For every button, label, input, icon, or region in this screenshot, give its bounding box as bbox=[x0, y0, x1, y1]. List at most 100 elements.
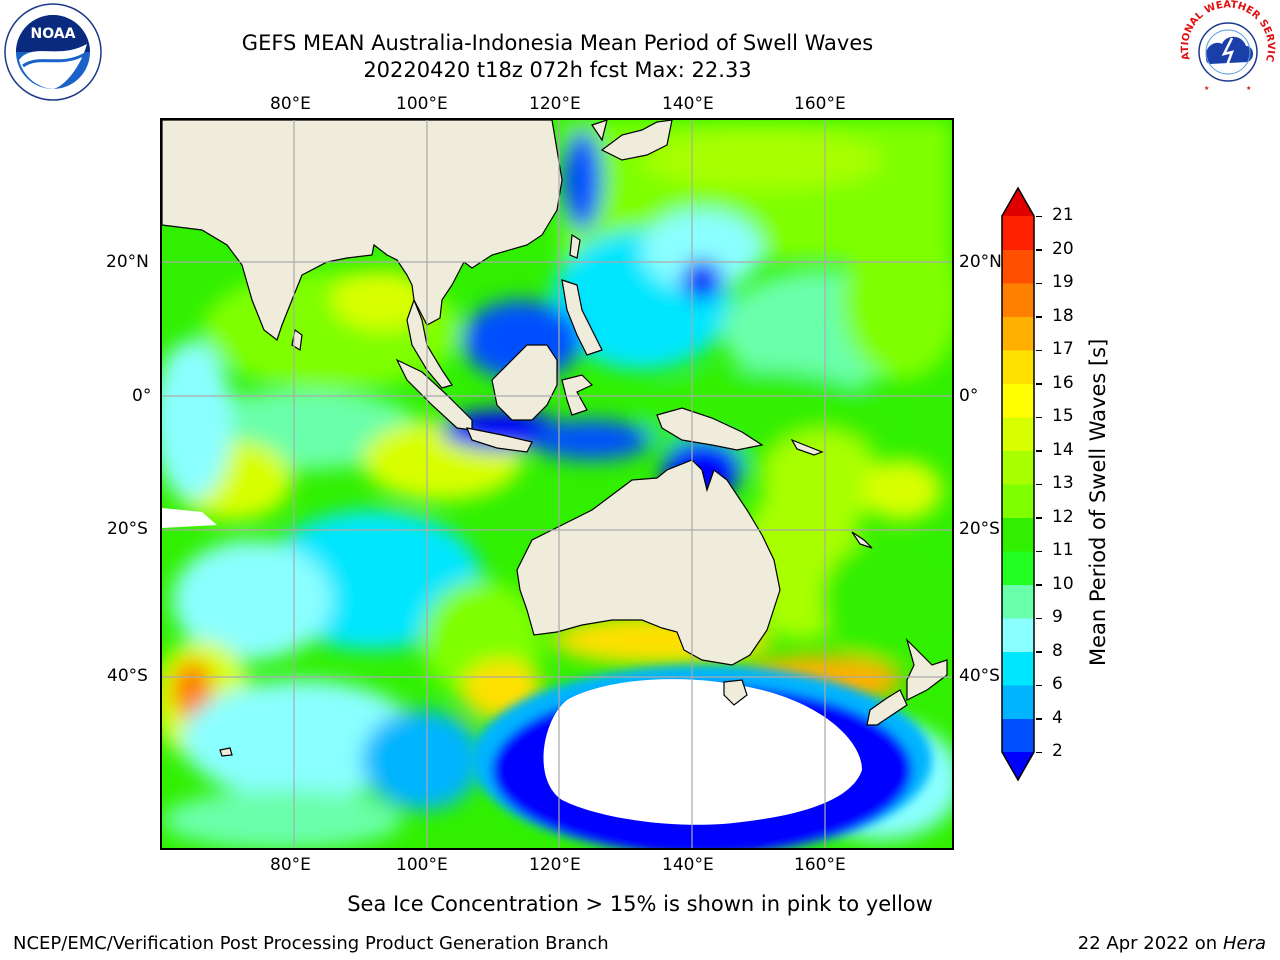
colorbar-band bbox=[1002, 651, 1034, 686]
malay-peninsula bbox=[406, 298, 453, 389]
nws-logo: NATIONAL WEATHER SERVICE ★ ★ bbox=[1172, 0, 1280, 100]
colorbar-tick-mark bbox=[1036, 651, 1042, 653]
new-caledonia-island bbox=[851, 531, 873, 549]
lat-tick-right-20s: 20°S bbox=[959, 519, 1000, 539]
lat-tick-right-0: 0° bbox=[959, 386, 979, 406]
colorbar-tick-label: 8 bbox=[1052, 640, 1063, 661]
colorbar-band bbox=[1002, 484, 1034, 518]
colorbar-tick-mark bbox=[1036, 751, 1042, 753]
colorbar-band bbox=[1002, 517, 1034, 552]
lat-tick-right-20n: 20°N bbox=[959, 252, 1002, 272]
sea-ice-patch-west bbox=[162, 508, 217, 528]
colorbar-band bbox=[1002, 350, 1034, 384]
map-canvas bbox=[162, 120, 952, 848]
colorbar-band bbox=[1002, 249, 1034, 284]
colorbar-tick-label: 4 bbox=[1052, 707, 1063, 728]
lon-tick-bottom-80e: 80°E bbox=[270, 855, 311, 875]
colorbar-tick-mark bbox=[1036, 483, 1042, 485]
lon-tick-top-160e: 160°E bbox=[794, 94, 846, 114]
chart-title-line2: 20220420 t18z 072h fcst Max: 22.33 bbox=[363, 58, 752, 82]
colorbar-band bbox=[1002, 718, 1034, 753]
colorbar-tick-mark bbox=[1036, 617, 1042, 619]
colorbar-tick-mark bbox=[1036, 282, 1042, 284]
new-zealand-north-island bbox=[905, 637, 948, 701]
colorbar-tick-mark bbox=[1036, 718, 1042, 720]
sea-ice-area bbox=[543, 679, 862, 825]
lon-tick-bottom-140e: 140°E bbox=[662, 855, 714, 875]
lat-tick-left-0: 0° bbox=[132, 386, 152, 406]
colorbar-band bbox=[1002, 618, 1034, 652]
svg-text:★: ★ bbox=[1246, 85, 1251, 92]
colorbar-band bbox=[1002, 450, 1034, 485]
lon-tick-top-120e: 120°E bbox=[529, 94, 581, 114]
colorbar-tick-label: 11 bbox=[1052, 540, 1074, 560]
colorbar-tick-mark bbox=[1036, 249, 1042, 251]
colorbar-band bbox=[1002, 383, 1034, 418]
noaa-logo: NOAA bbox=[3, 2, 103, 102]
colorbar-tick-mark bbox=[1036, 550, 1042, 552]
new-guinea-island bbox=[656, 407, 764, 451]
sea-ice-note: Sea Ice Concentration > 15% is shown in … bbox=[0, 892, 1280, 916]
colorbar-band bbox=[1002, 316, 1034, 351]
japan-islands bbox=[600, 120, 673, 161]
colorbar-band bbox=[1002, 417, 1034, 451]
colorbar-band bbox=[1002, 216, 1034, 250]
philippines-islands bbox=[561, 279, 603, 356]
new-zealand-south-island bbox=[866, 689, 908, 726]
colorbar-band bbox=[1002, 551, 1034, 585]
colorbar-tick-label: 2 bbox=[1052, 741, 1063, 761]
solomon-islands bbox=[790, 438, 824, 456]
tasmania-island bbox=[723, 679, 748, 706]
lon-tick-bottom-100e: 100°E bbox=[396, 855, 448, 875]
asia-mainland bbox=[162, 120, 563, 341]
colorbar-tick-mark bbox=[1036, 349, 1042, 351]
colorbar-tick-label: 16 bbox=[1052, 372, 1074, 393]
lon-tick-bottom-160e: 160°E bbox=[794, 855, 846, 875]
colorbar-tick-mark bbox=[1036, 316, 1042, 318]
lat-tick-left-20s: 20°S bbox=[107, 519, 148, 539]
lon-tick-top-80e: 80°E bbox=[270, 94, 311, 114]
chart-title-line1: GEFS MEAN Australia-Indonesia Mean Perio… bbox=[241, 31, 874, 55]
borneo-island bbox=[491, 344, 558, 421]
lon-tick-top-140e: 140°E bbox=[662, 94, 714, 114]
sea-ice-note-text: Sea Ice Concentration > 15% is shown in … bbox=[347, 892, 933, 916]
java-island bbox=[466, 427, 533, 453]
taiwan-island bbox=[569, 233, 581, 259]
gridlines bbox=[162, 120, 952, 848]
lon-tick-bottom-120e: 120°E bbox=[529, 855, 581, 875]
colorbar-tick-mark bbox=[1036, 383, 1042, 385]
colorbar-tick-label: 21 bbox=[1052, 205, 1074, 225]
lat-tick-right-40s: 40°S bbox=[959, 666, 1000, 686]
colorbar-tick-label: 19 bbox=[1052, 272, 1074, 292]
colorbar-tick-mark bbox=[1036, 450, 1042, 452]
colorbar-tick-mark bbox=[1036, 215, 1042, 217]
land-masses bbox=[162, 120, 948, 757]
colorbar-tick-mark bbox=[1036, 416, 1042, 418]
colorbar-scale bbox=[1001, 186, 1035, 782]
swell-field bbox=[162, 120, 952, 848]
colorbar-tick-mark bbox=[1036, 684, 1042, 686]
lon-tick-top-100e: 100°E bbox=[396, 94, 448, 114]
colorbar-band bbox=[1002, 283, 1034, 317]
footer-machine: Hera bbox=[1222, 933, 1266, 954]
footer-date-text: 22 Apr 2022 on bbox=[1077, 933, 1223, 954]
colorbar-tick-label: 9 bbox=[1052, 607, 1063, 627]
colorbar-tick-label: 18 bbox=[1052, 305, 1074, 326]
colorbar-tick-label: 20 bbox=[1052, 238, 1074, 259]
kerguelen-island bbox=[219, 747, 233, 757]
colorbar-title: Mean Period of Swell Waves [s] bbox=[1086, 338, 1110, 666]
footer-credit: NCEP/EMC/Verification Post Processing Pr… bbox=[13, 933, 609, 954]
colorbar-tick-label: 17 bbox=[1052, 339, 1074, 359]
colorbar-extend-min bbox=[1002, 752, 1034, 780]
colorbar-extend-max bbox=[1002, 188, 1034, 216]
colorbar-band bbox=[1002, 584, 1034, 619]
colorbar-tick-mark bbox=[1036, 517, 1042, 519]
colorbar-tick-label: 10 bbox=[1052, 573, 1074, 594]
noaa-logo-text: NOAA bbox=[31, 26, 76, 42]
lat-tick-left-40s: 40°S bbox=[107, 666, 148, 686]
colorbar bbox=[1000, 186, 1036, 782]
colorbar-tick-label: 13 bbox=[1052, 473, 1074, 493]
colorbar-tick-mark bbox=[1036, 584, 1042, 586]
sulawesi-island bbox=[561, 374, 594, 416]
australia-continent bbox=[516, 459, 781, 666]
